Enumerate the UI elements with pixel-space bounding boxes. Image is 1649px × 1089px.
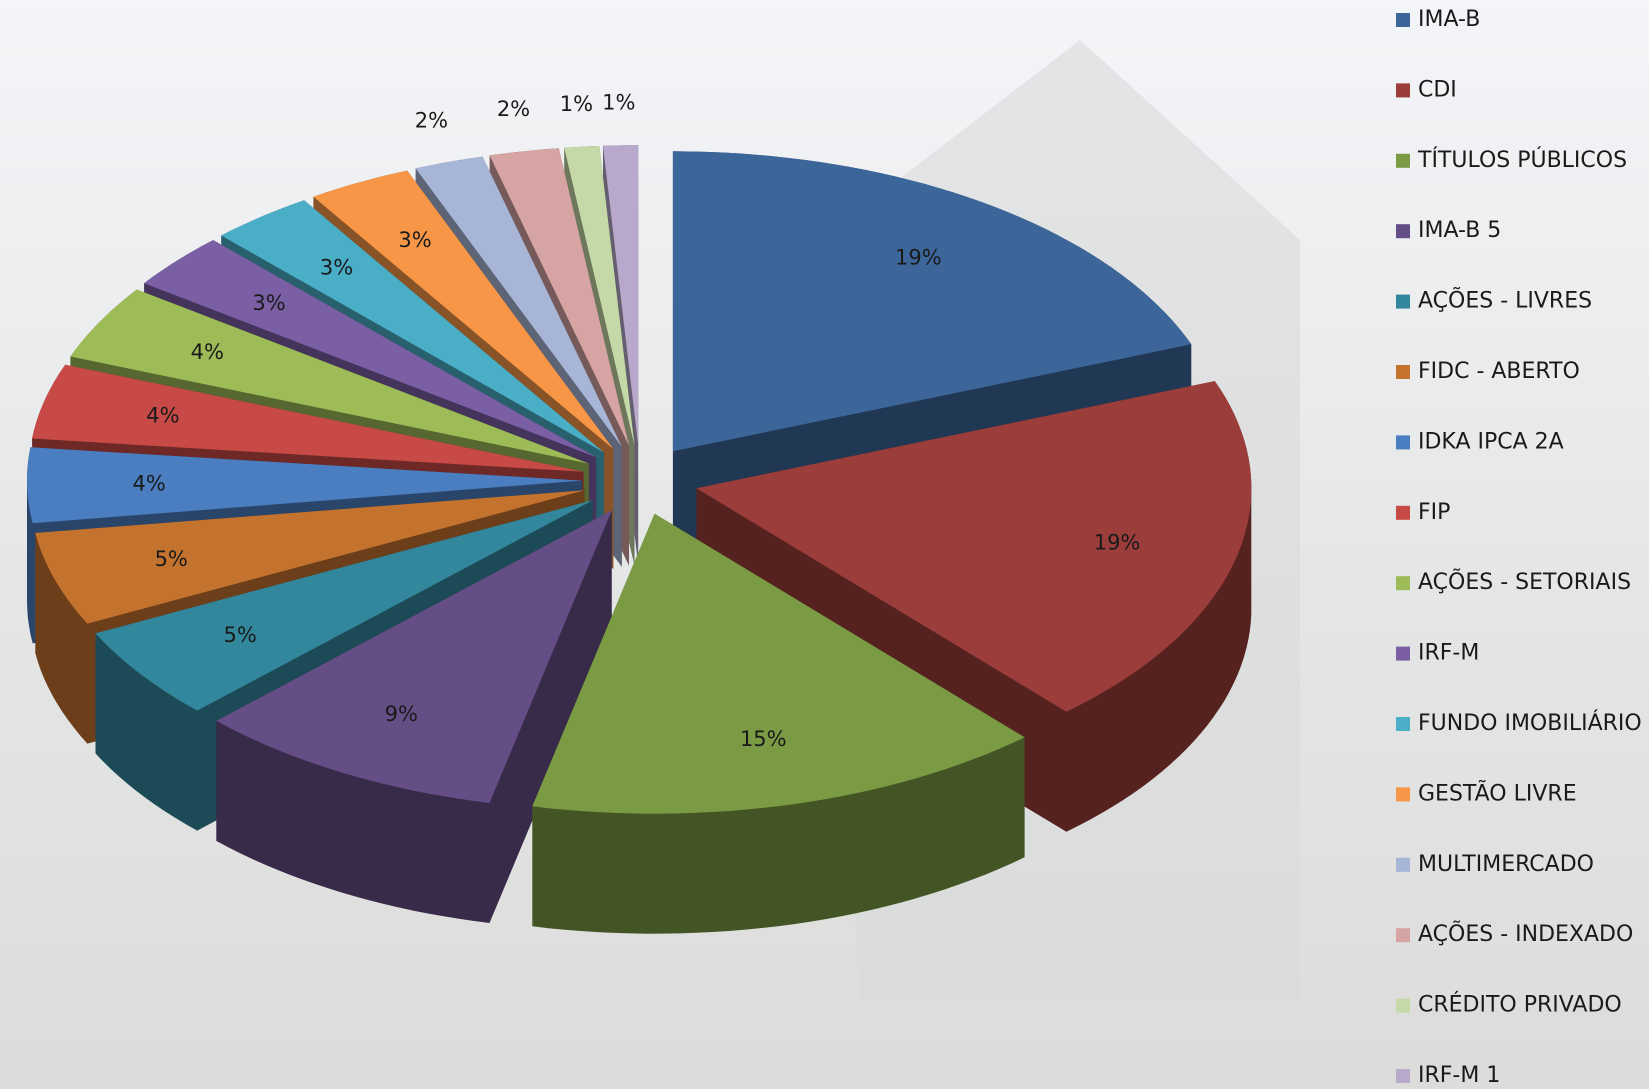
data-label: 1%	[560, 92, 593, 116]
legend-swatch	[1396, 224, 1410, 239]
data-label: 1%	[602, 90, 635, 114]
slice	[696, 381, 1252, 712]
data-label: 5%	[223, 623, 256, 647]
data-label: 9%	[385, 702, 418, 726]
slice	[564, 146, 635, 446]
legend-swatch	[1396, 787, 1410, 802]
data-label: 3%	[320, 256, 353, 280]
slice	[532, 513, 1025, 814]
legend-label: IDKA IPCA 2A	[1418, 429, 1564, 454]
slice	[144, 240, 597, 458]
legend-label: CRÉDITO PRIVADO	[1418, 992, 1622, 1018]
data-label: 19%	[895, 246, 942, 270]
data-label: 4%	[191, 340, 224, 364]
slice	[95, 500, 593, 711]
legend-label: TÍTULOS PÚBLICOS	[1417, 147, 1627, 173]
legend-swatch	[1396, 717, 1410, 731]
slice	[313, 170, 614, 450]
legend-swatch	[1396, 505, 1410, 520]
legend-label: IMA-B 5	[1418, 218, 1501, 243]
data-label: 4%	[146, 404, 179, 428]
slice	[32, 364, 584, 472]
slice	[415, 156, 622, 447]
legend-label: CDI	[1418, 77, 1457, 102]
slice	[603, 145, 639, 446]
legend-swatch	[1396, 646, 1410, 661]
slice	[216, 510, 612, 803]
data-label: 19%	[1094, 530, 1141, 554]
legend-swatch	[1396, 576, 1410, 591]
slice	[27, 447, 582, 524]
legend-label: IRF-M 1	[1418, 1063, 1500, 1088]
data-label: 5%	[155, 547, 188, 571]
data-label: 2%	[497, 97, 530, 121]
legend-label: FUNDO IMOBILIÁRIO	[1418, 710, 1642, 736]
legend-swatch	[1396, 435, 1410, 450]
legend-label: AÇÕES - LIVRES	[1418, 287, 1592, 314]
legend-swatch	[1396, 83, 1410, 98]
pie	[27, 145, 1252, 934]
slice	[489, 148, 629, 446]
legend-swatch	[1396, 857, 1410, 872]
data-label: 15%	[740, 727, 787, 751]
legend-swatch	[1396, 13, 1410, 27]
legend-label: IMA-B	[1418, 7, 1480, 32]
legend-label: FIDC - ABERTO	[1418, 359, 1580, 384]
legend-label: AÇÕES - SETORIAIS	[1418, 568, 1631, 595]
data-label: 2%	[415, 108, 448, 132]
legend-label: AÇÕES - INDEXADO	[1418, 920, 1633, 947]
legend-swatch	[1396, 294, 1410, 309]
legend-label: GESTÃO LIVRE	[1418, 779, 1577, 806]
slice	[221, 200, 605, 453]
legend-swatch	[1396, 365, 1410, 379]
legend-label: FIP	[1418, 500, 1450, 525]
slice	[70, 289, 589, 464]
data-label: 4%	[132, 471, 165, 495]
data-label: 3%	[398, 228, 431, 252]
data-label: 3%	[252, 291, 285, 315]
legend-label: IRF-M	[1418, 641, 1479, 666]
legend-swatch	[1396, 928, 1410, 943]
legend-swatch	[1396, 153, 1410, 168]
slice	[35, 490, 585, 624]
slice	[672, 151, 1192, 452]
legend-label: MULTIMERCADO	[1418, 852, 1594, 877]
legend-swatch	[1396, 1069, 1410, 1083]
legend-swatch	[1396, 998, 1410, 1013]
